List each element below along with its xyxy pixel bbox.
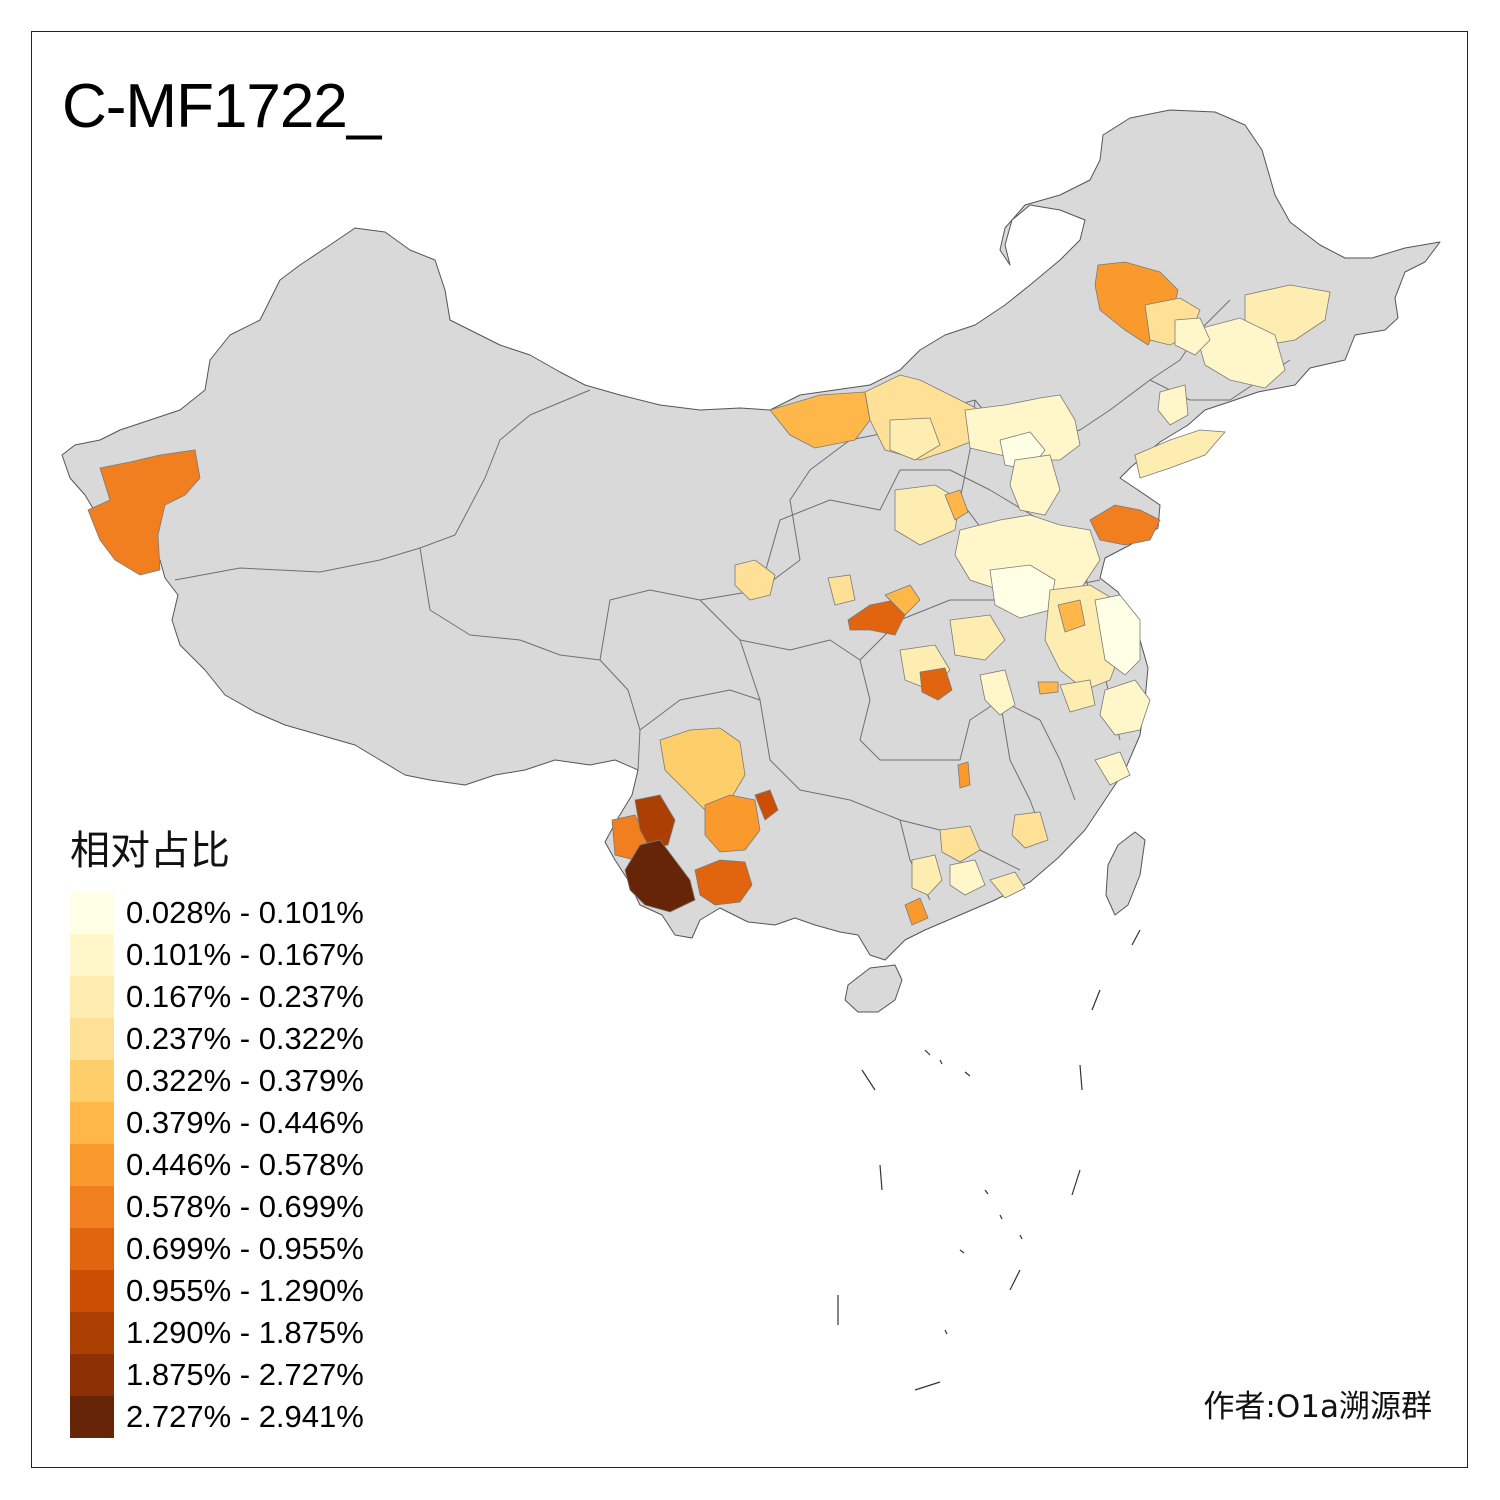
legend-label: 0.446% - 0.578% — [126, 1147, 364, 1182]
region-guangxi — [911, 854, 943, 896]
region-anhui-orange — [1057, 599, 1086, 633]
legend-swatch — [70, 1060, 114, 1102]
region-fujian-north — [1094, 751, 1131, 786]
region-guangdong-east — [989, 871, 1026, 899]
region-hebei-south — [1009, 454, 1061, 516]
author-credit: 作者:O1a溯源群 — [1203, 1389, 1432, 1425]
map-legend: 相对占比 0.028% - 0.101% 0.101% - 0.167% 0.167… — [70, 818, 364, 1438]
legend-swatch — [70, 1228, 114, 1270]
region-jiangxi — [1011, 811, 1049, 849]
hainan-island — [844, 964, 903, 1013]
region-gansu-qinghai — [734, 559, 776, 601]
legend-item: 2.727% - 2.941% — [70, 1396, 364, 1438]
region-guangdong — [949, 859, 986, 896]
legend-item: 0.699% - 0.955% — [70, 1228, 364, 1270]
region-jilin-central — [1194, 317, 1286, 389]
region-guangdong-west — [904, 897, 929, 926]
legend-swatch — [70, 1396, 114, 1438]
region-hunan-small — [957, 761, 971, 789]
region-inner-mongolia-west — [769, 391, 871, 449]
legend-swatch — [70, 1270, 114, 1312]
region-ningxia — [827, 574, 856, 606]
region-yunnan-central — [704, 794, 761, 853]
legend-item: 0.322% - 0.379% — [70, 1060, 364, 1102]
legend-label: 0.578% - 0.699% — [126, 1189, 364, 1224]
region-shanxi — [894, 484, 961, 546]
region-liaoning-north — [1157, 384, 1189, 426]
legend-swatch — [70, 1186, 114, 1228]
legend-swatch — [70, 1312, 114, 1354]
legend-swatch — [70, 1102, 114, 1144]
region-inner-mongolia-hohhot — [889, 417, 941, 461]
region-jilin-west — [1174, 317, 1211, 356]
legend-label: 0.955% - 1.290% — [126, 1273, 364, 1308]
region-yunnan-east — [754, 789, 779, 821]
legend-label: 1.290% - 1.875% — [126, 1315, 364, 1350]
region-xinjiang-west — [87, 449, 201, 576]
legend-item: 0.237% - 0.322% — [70, 1018, 364, 1060]
legend-item: 0.955% - 1.290% — [70, 1270, 364, 1312]
map-frame — [31, 31, 1468, 1468]
legend-swatch — [70, 892, 114, 934]
legend-label: 2.727% - 2.941% — [126, 1399, 364, 1434]
region-jiangxi-small — [1037, 681, 1059, 695]
legend-title: 相对占比 — [70, 828, 230, 874]
legend-item: 0.167% - 0.237% — [70, 976, 364, 1018]
region-yunnan-south — [694, 859, 753, 906]
legend-label: 1.875% - 2.727% — [126, 1357, 364, 1392]
legend-item: 0.578% - 0.699% — [70, 1186, 364, 1228]
taiwan-island — [1105, 831, 1146, 916]
legend-swatch — [70, 1018, 114, 1060]
map-title: C-MF1722_ — [62, 72, 381, 141]
legend-label: 0.322% - 0.379% — [126, 1063, 364, 1098]
region-liaoning — [1134, 429, 1226, 479]
legend-items: 0.028% - 0.101% 0.101% - 0.167% 0.167% - 0… — [70, 892, 364, 1438]
region-hebei-north — [964, 394, 1081, 461]
legend-item: 0.379% - 0.446% — [70, 1102, 364, 1144]
legend-swatch — [70, 1144, 114, 1186]
legend-item: 1.875% - 2.727% — [70, 1354, 364, 1396]
region-yunnan-west — [634, 794, 676, 849]
legend-label: 0.028% - 0.101% — [126, 895, 364, 930]
legend-label: 0.379% - 0.446% — [126, 1105, 364, 1140]
legend-label: 0.101% - 0.167% — [126, 937, 364, 972]
region-shaanxi-north — [884, 584, 921, 616]
legend-swatch — [70, 934, 114, 976]
region-shanxi-orange — [944, 489, 969, 521]
region-zhejiang — [1099, 679, 1151, 736]
legend-label: 0.167% - 0.237% — [126, 979, 364, 1014]
legend-item: 0.446% - 0.578% — [70, 1144, 364, 1186]
legend-item: 0.028% - 0.101% — [70, 892, 364, 934]
region-henan-west — [949, 614, 1006, 661]
region-hubei-central — [979, 669, 1016, 716]
china-mainland — [61, 109, 1441, 961]
legend-swatch — [70, 976, 114, 1018]
region-guangxi-hunan — [939, 825, 981, 863]
legend-item: 0.101% - 0.167% — [70, 934, 364, 976]
region-anhui-south — [1059, 679, 1096, 713]
region-shaanxi-orange — [847, 599, 906, 636]
region-sichuan-west — [659, 727, 746, 811]
region-yunnan-southwest — [624, 839, 696, 913]
region-hubei-orange — [919, 667, 953, 701]
region-jiangsu-east — [1094, 594, 1141, 676]
region-shandong-east — [1089, 504, 1161, 546]
legend-item: 1.290% - 1.875% — [70, 1312, 364, 1354]
legend-label: 0.237% - 0.322% — [126, 1021, 364, 1056]
legend-label: 0.699% - 0.955% — [126, 1231, 364, 1266]
legend-swatch — [70, 1354, 114, 1396]
